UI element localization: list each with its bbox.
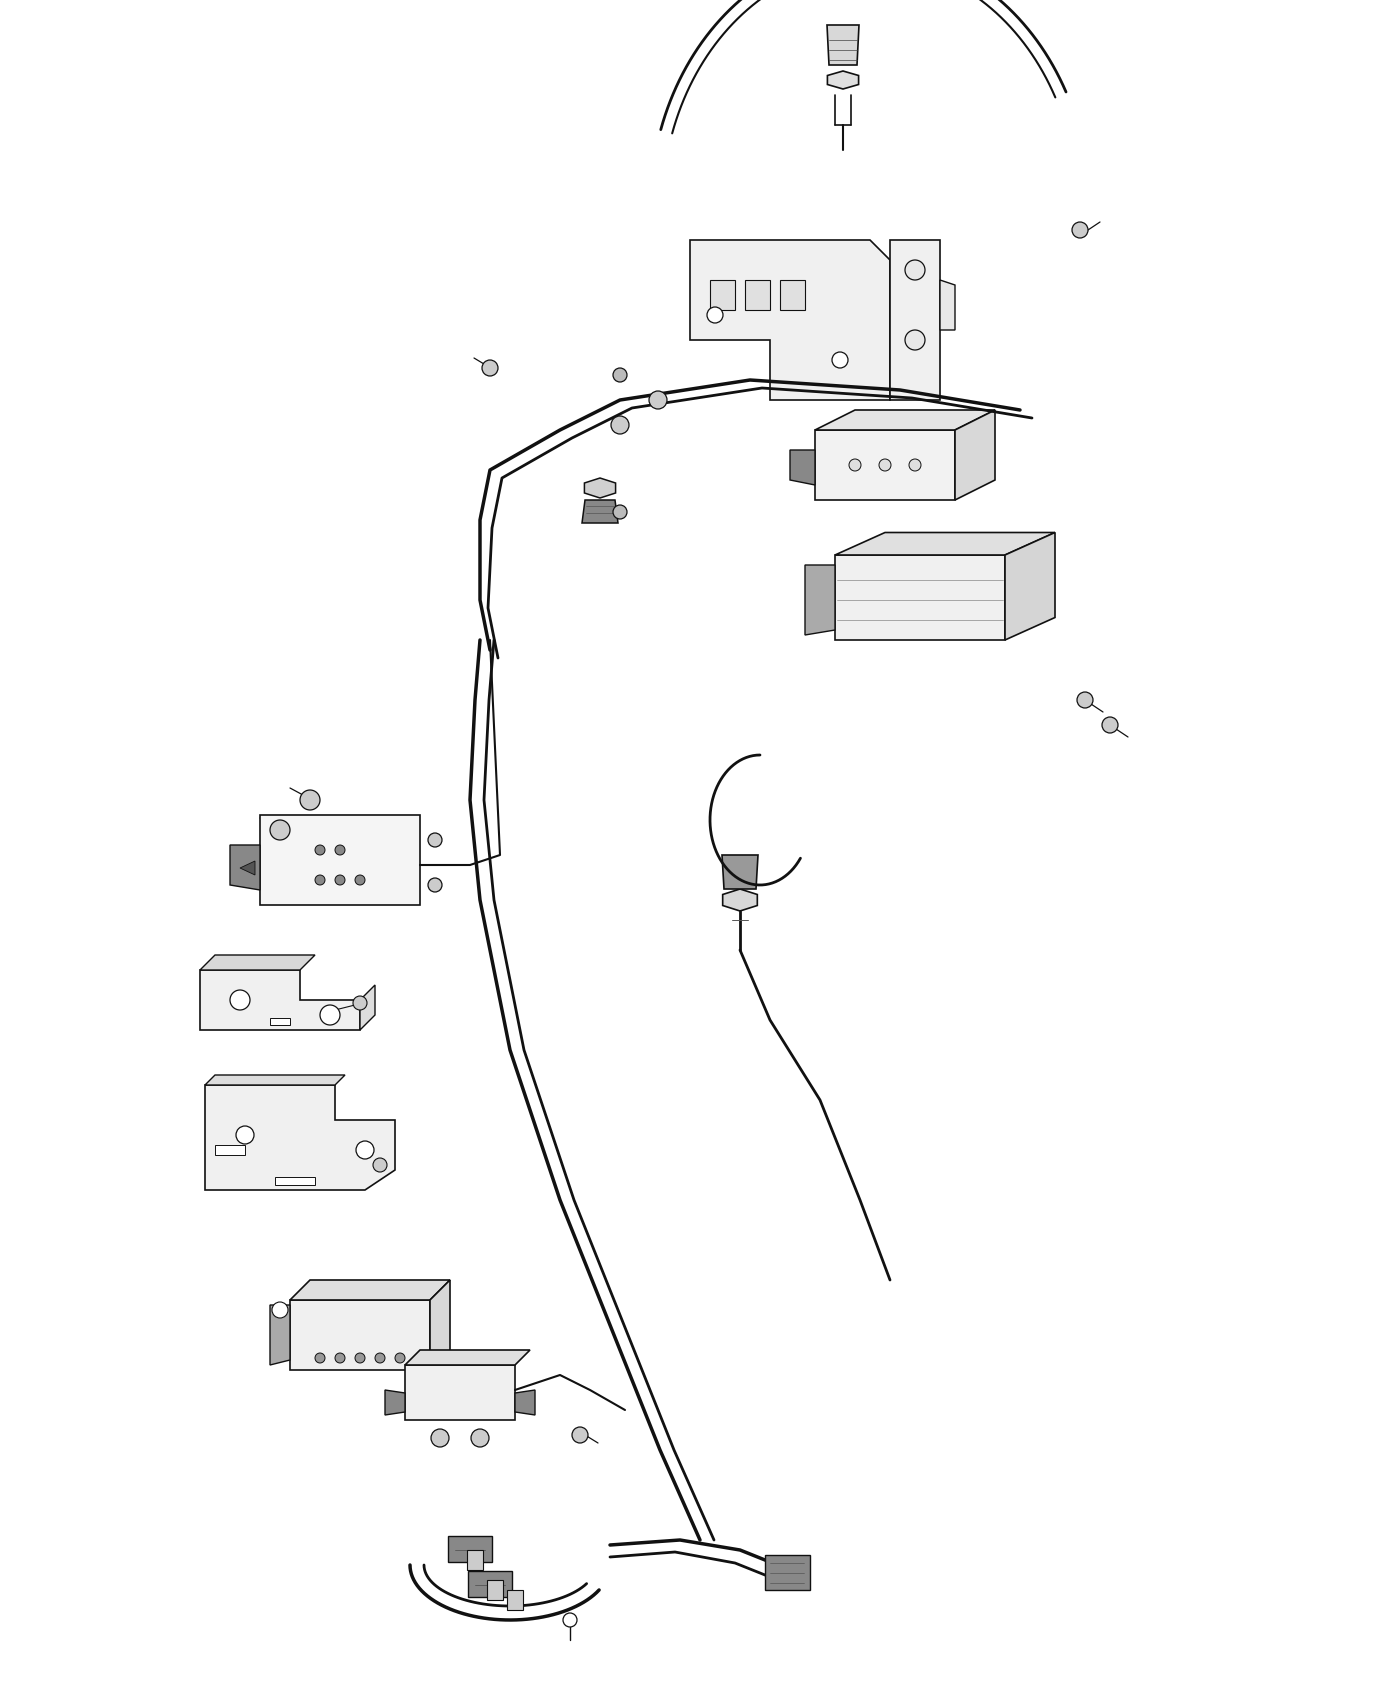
Polygon shape: [487, 1579, 503, 1600]
Polygon shape: [890, 240, 939, 400]
Polygon shape: [815, 410, 995, 430]
Circle shape: [300, 790, 321, 809]
Polygon shape: [216, 1146, 245, 1154]
Circle shape: [335, 876, 344, 886]
Circle shape: [848, 459, 861, 471]
Circle shape: [356, 876, 365, 886]
Polygon shape: [290, 1300, 430, 1370]
Circle shape: [230, 989, 251, 1010]
Polygon shape: [745, 280, 770, 309]
Polygon shape: [955, 410, 995, 500]
Circle shape: [315, 845, 325, 855]
Circle shape: [832, 352, 848, 367]
Polygon shape: [790, 450, 815, 484]
Circle shape: [321, 1005, 340, 1025]
Circle shape: [315, 876, 325, 886]
Polygon shape: [515, 1391, 535, 1414]
Circle shape: [610, 416, 629, 434]
Polygon shape: [827, 71, 858, 88]
Polygon shape: [385, 1391, 405, 1414]
Circle shape: [375, 1353, 385, 1363]
Polygon shape: [270, 1018, 290, 1025]
Polygon shape: [815, 430, 955, 500]
Polygon shape: [834, 532, 1056, 554]
Polygon shape: [448, 1537, 491, 1562]
Circle shape: [428, 877, 442, 893]
Circle shape: [650, 391, 666, 410]
Polygon shape: [690, 240, 890, 400]
Circle shape: [395, 1353, 405, 1363]
Circle shape: [904, 330, 925, 350]
Polygon shape: [274, 1176, 315, 1185]
Circle shape: [563, 1613, 577, 1627]
Circle shape: [237, 1125, 253, 1144]
Polygon shape: [1005, 532, 1056, 639]
Circle shape: [904, 260, 925, 281]
Polygon shape: [468, 1550, 483, 1571]
Circle shape: [372, 1158, 386, 1171]
Circle shape: [428, 833, 442, 847]
Polygon shape: [270, 1306, 290, 1365]
Polygon shape: [430, 1280, 449, 1370]
Polygon shape: [834, 554, 1005, 639]
Polygon shape: [204, 1085, 395, 1190]
Polygon shape: [200, 971, 360, 1030]
Polygon shape: [507, 1590, 524, 1610]
Circle shape: [482, 360, 498, 376]
Polygon shape: [200, 955, 315, 971]
Polygon shape: [204, 1074, 344, 1085]
Polygon shape: [780, 280, 805, 309]
Circle shape: [356, 1353, 365, 1363]
Circle shape: [335, 845, 344, 855]
Polygon shape: [290, 1280, 449, 1300]
Circle shape: [1102, 717, 1119, 733]
Polygon shape: [584, 478, 616, 498]
Circle shape: [356, 1141, 374, 1159]
Polygon shape: [468, 1571, 512, 1596]
Polygon shape: [805, 564, 834, 636]
Circle shape: [613, 505, 627, 518]
Polygon shape: [722, 889, 757, 911]
Circle shape: [879, 459, 890, 471]
Polygon shape: [939, 280, 955, 330]
Polygon shape: [827, 26, 860, 65]
Circle shape: [470, 1430, 489, 1447]
Circle shape: [707, 308, 722, 323]
Polygon shape: [360, 984, 375, 1030]
Circle shape: [573, 1426, 588, 1443]
Polygon shape: [405, 1365, 515, 1420]
Polygon shape: [230, 845, 260, 891]
Circle shape: [315, 1353, 325, 1363]
Circle shape: [909, 459, 921, 471]
Polygon shape: [405, 1350, 531, 1365]
Polygon shape: [722, 855, 757, 889]
Circle shape: [272, 1302, 288, 1318]
Circle shape: [270, 819, 290, 840]
Polygon shape: [239, 860, 255, 876]
Circle shape: [1072, 223, 1088, 238]
Circle shape: [613, 367, 627, 382]
Circle shape: [431, 1430, 449, 1447]
Polygon shape: [710, 280, 735, 309]
Circle shape: [1077, 692, 1093, 707]
Polygon shape: [582, 500, 617, 524]
Circle shape: [335, 1353, 344, 1363]
Circle shape: [353, 996, 367, 1010]
Polygon shape: [764, 1556, 811, 1590]
Polygon shape: [260, 814, 420, 904]
